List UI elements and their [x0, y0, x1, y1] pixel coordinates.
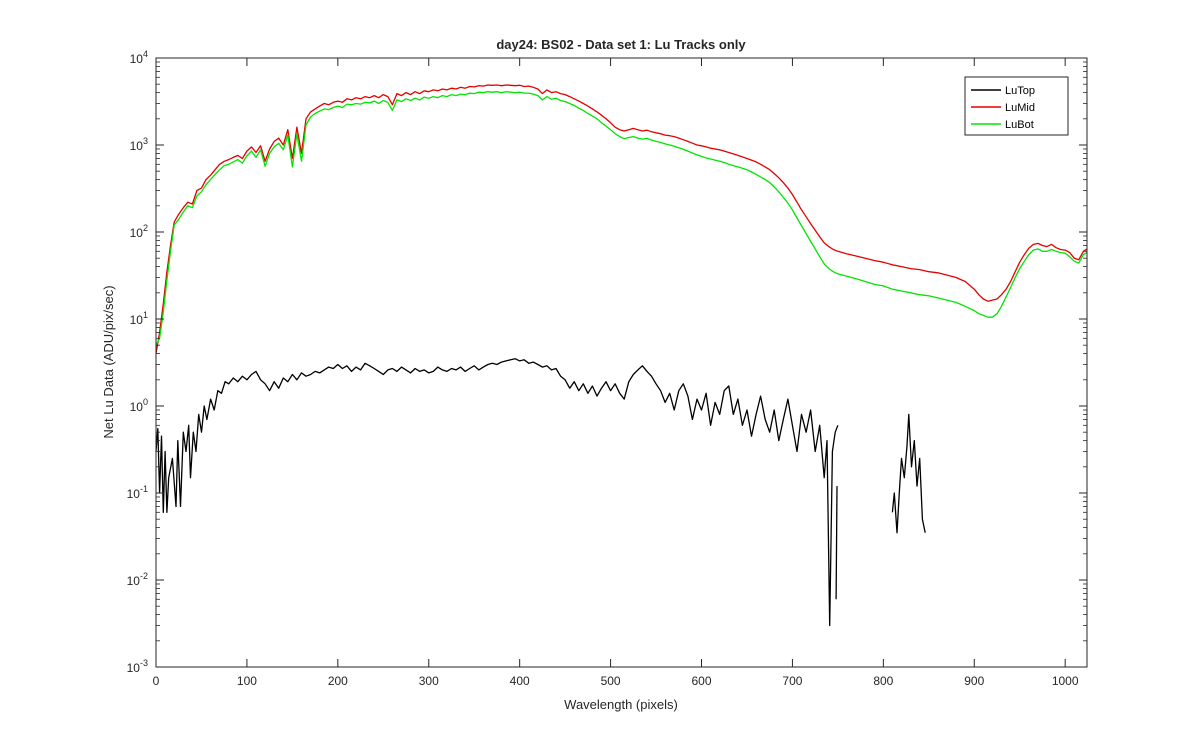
y-tick-label: 100 — [130, 397, 148, 414]
x-tick-label: 800 — [873, 674, 893, 688]
x-tick-label: 0 — [153, 674, 160, 688]
y-tick-label: 104 — [130, 49, 148, 66]
x-tick-label: 1000 — [1052, 674, 1079, 688]
x-tick-label: 500 — [601, 674, 621, 688]
x-tick-label: 600 — [691, 674, 711, 688]
x-tick-label: 300 — [419, 674, 439, 688]
y-tick-label: 103 — [130, 136, 148, 153]
legend-label-lumid: LuMid — [1005, 102, 1035, 114]
legend-label-lubot: LuBot — [1005, 119, 1034, 131]
legend: LuTop LuMid LuBot — [964, 76, 1069, 136]
y-axis-label: Net Lu Data (ADU/pix/sec) — [101, 285, 116, 438]
series-line-lutop-1 — [835, 486, 838, 600]
series-line-lubot-0 — [155, 91, 1088, 346]
x-tick-label: 200 — [328, 674, 348, 688]
legend-box — [964, 76, 1069, 136]
chart-title: day24: BS02 - Data set 1: Lu Tracks only — [496, 37, 746, 52]
plot-area — [156, 58, 1087, 667]
x-tick-label: 400 — [510, 674, 530, 688]
x-axis-label: Wavelength (pixels) — [564, 697, 678, 712]
y-axis: 10-3 10-2 10-1 100 101 102 103 104 — [127, 49, 1087, 675]
x-tick-label: 100 — [237, 674, 257, 688]
x-tick-label: 700 — [782, 674, 802, 688]
y-tick-label: 10-3 — [127, 658, 148, 675]
series-lines — [155, 84, 1088, 627]
y-tick-label: 102 — [130, 223, 148, 240]
x-axis: 0 100 200 300 400 500 600 700 800 900 1000 — [153, 58, 1079, 688]
y-tick-label: 101 — [130, 310, 148, 327]
y-tick-label: 10-2 — [127, 571, 148, 588]
series-line-lumid-0 — [155, 84, 1088, 354]
legend-label-lutop: LuTop — [1005, 85, 1035, 97]
x-tick-label: 900 — [964, 674, 984, 688]
series-line-lutop-2 — [891, 413, 926, 534]
plot-frame — [155, 57, 1088, 668]
y-tick-label: 10-1 — [127, 484, 148, 501]
series-line-lutop-0 — [155, 358, 839, 627]
